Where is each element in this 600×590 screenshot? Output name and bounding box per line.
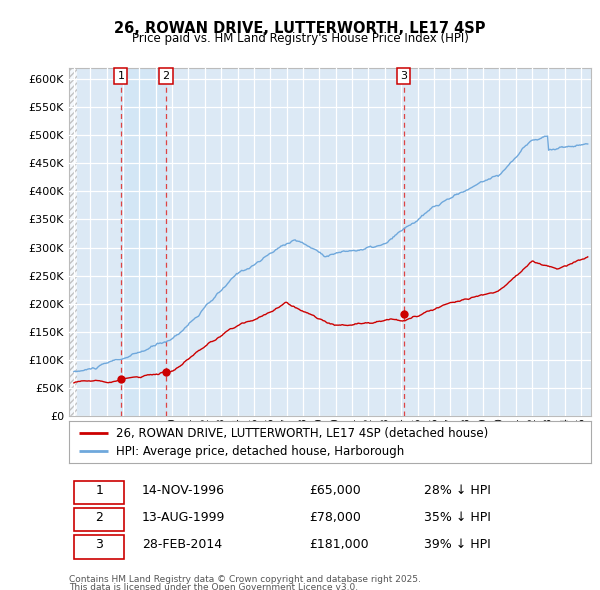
Text: 28% ↓ HPI: 28% ↓ HPI	[424, 484, 491, 497]
Text: £181,000: £181,000	[309, 539, 369, 552]
FancyBboxPatch shape	[74, 481, 124, 504]
Text: £78,000: £78,000	[309, 511, 361, 525]
Text: Contains HM Land Registry data © Crown copyright and database right 2025.: Contains HM Land Registry data © Crown c…	[69, 575, 421, 584]
Text: 3: 3	[95, 539, 103, 552]
Text: Price paid vs. HM Land Registry's House Price Index (HPI): Price paid vs. HM Land Registry's House …	[131, 32, 469, 45]
Text: 2: 2	[95, 511, 103, 525]
Text: 13-AUG-1999: 13-AUG-1999	[142, 511, 226, 525]
Text: 14-NOV-1996: 14-NOV-1996	[142, 484, 225, 497]
Text: This data is licensed under the Open Government Licence v3.0.: This data is licensed under the Open Gov…	[69, 583, 358, 590]
Text: 39% ↓ HPI: 39% ↓ HPI	[424, 539, 491, 552]
Text: 35% ↓ HPI: 35% ↓ HPI	[424, 511, 491, 525]
Text: 28-FEB-2014: 28-FEB-2014	[142, 539, 222, 552]
Text: 1: 1	[95, 484, 103, 497]
FancyBboxPatch shape	[74, 535, 124, 559]
Text: 3: 3	[400, 71, 407, 81]
Text: 1: 1	[118, 71, 124, 81]
Text: 26, ROWAN DRIVE, LUTTERWORTH, LE17 4SP (detached house): 26, ROWAN DRIVE, LUTTERWORTH, LE17 4SP (…	[116, 427, 488, 440]
Text: HPI: Average price, detached house, Harborough: HPI: Average price, detached house, Harb…	[116, 445, 404, 458]
FancyBboxPatch shape	[74, 508, 124, 532]
Bar	[69, 68, 77, 416]
Text: 2: 2	[163, 71, 169, 81]
Bar	[121, 68, 166, 416]
Text: 26, ROWAN DRIVE, LUTTERWORTH, LE17 4SP: 26, ROWAN DRIVE, LUTTERWORTH, LE17 4SP	[114, 21, 486, 36]
Text: £65,000: £65,000	[309, 484, 361, 497]
